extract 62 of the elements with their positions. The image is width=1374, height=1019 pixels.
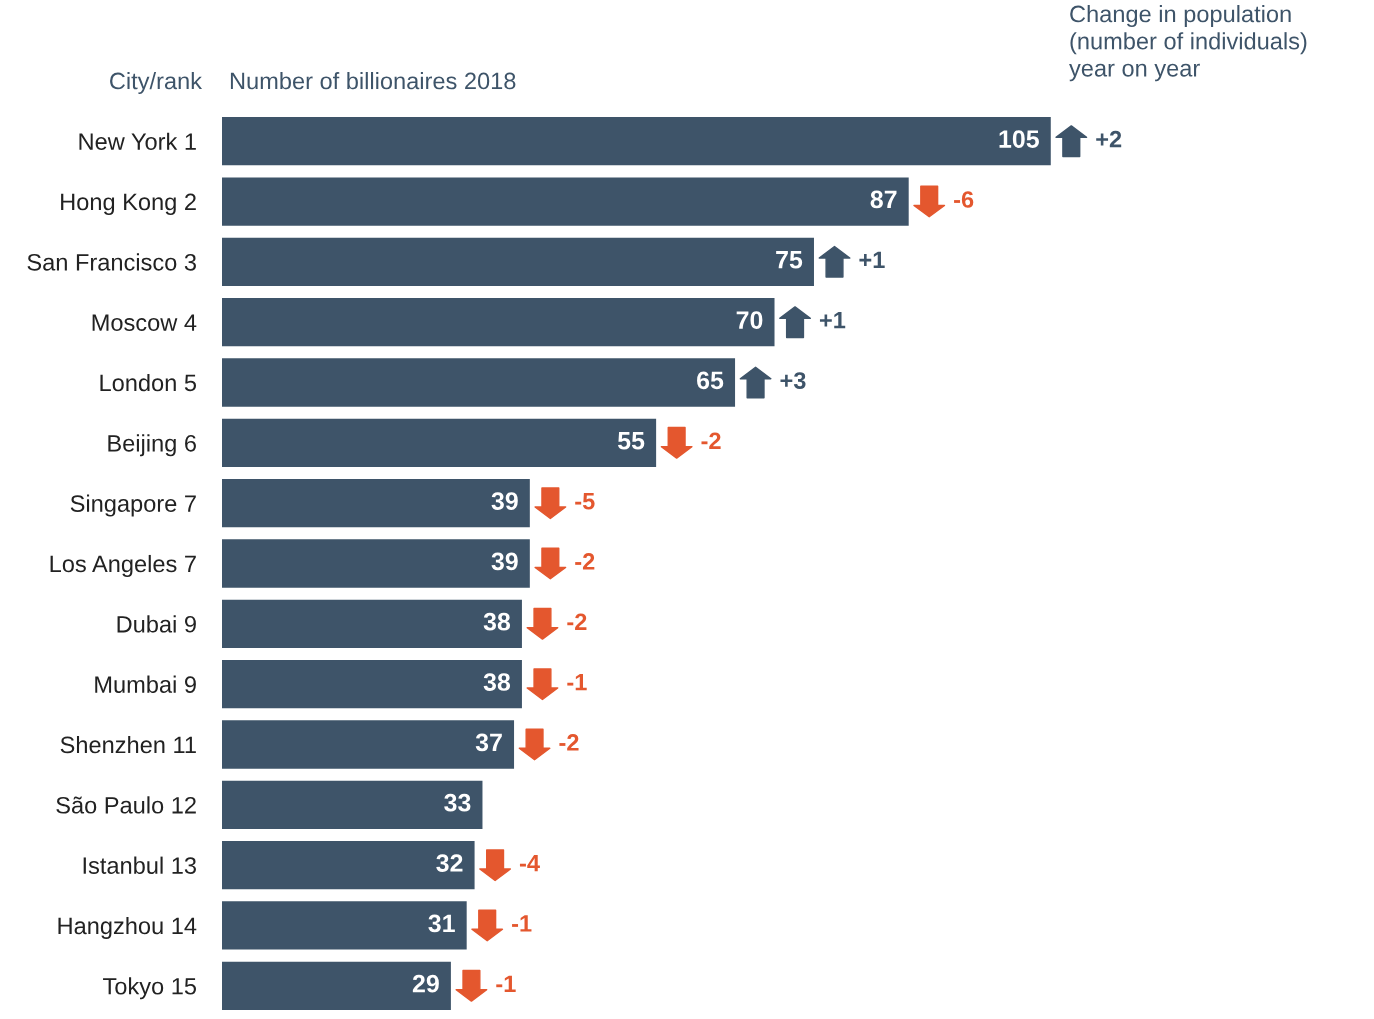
y-tick-label: Beijing 6 bbox=[108, 434, 196, 457]
chart-title: Number of billionaires 2018 bbox=[230, 72, 516, 90]
annotation: +2 bbox=[1096, 130, 1122, 148]
bar bbox=[222, 599, 522, 648]
bar bbox=[222, 298, 775, 347]
annotation: -1 bbox=[567, 674, 587, 691]
text: Change in population (number of individuals) year on year bbox=[1069, 5, 1307, 82]
data-label: 38 bbox=[483, 673, 511, 691]
y-axis-title: City/rank bbox=[110, 72, 203, 95]
data-label: 65 bbox=[697, 371, 724, 390]
data-label: 55 bbox=[617, 432, 645, 450]
data-label: 75 bbox=[776, 251, 803, 269]
annotation: -5 bbox=[575, 493, 595, 510]
y-tick-label: Hong Kong 2 bbox=[61, 193, 196, 215]
data-label: 32 bbox=[436, 854, 463, 872]
bar bbox=[222, 841, 475, 890]
bar bbox=[222, 720, 515, 769]
y-tick-label: New York 1 bbox=[79, 132, 196, 150]
bar bbox=[222, 660, 522, 709]
bar bbox=[222, 358, 736, 407]
y-tick-label: Dubai 9 bbox=[117, 615, 196, 633]
y-tick-label: Shenzhen 11 bbox=[60, 735, 196, 754]
bar bbox=[222, 177, 909, 226]
y-tick-label: Moscow 4 bbox=[92, 314, 197, 331]
annotation: +3 bbox=[780, 372, 806, 389]
annotation: +1 bbox=[859, 251, 885, 268]
y-tick-label: London 5 bbox=[100, 373, 197, 392]
annotation: -6 bbox=[954, 191, 974, 208]
bar bbox=[222, 961, 451, 1010]
bar bbox=[222, 237, 814, 286]
data-label: 87 bbox=[870, 190, 897, 209]
y-tick-label: Tokyo 15 bbox=[103, 977, 197, 1000]
y-tick-label: San Francisco 3 bbox=[27, 253, 196, 271]
data-label: 29 bbox=[412, 974, 439, 993]
y-tick-label: Mumbai 9 bbox=[95, 675, 196, 693]
annotation: +1 bbox=[819, 312, 846, 329]
data-label: 70 bbox=[736, 311, 763, 329]
bar bbox=[222, 901, 467, 950]
annotation: -1 bbox=[496, 975, 516, 992]
annotation: -4 bbox=[519, 855, 540, 872]
annotation: -2 bbox=[575, 553, 595, 570]
y-tick-label: Los Angeles 7 bbox=[50, 554, 196, 577]
data-label: 39 bbox=[491, 552, 518, 571]
data-label: 31 bbox=[428, 914, 455, 933]
annotation: -2 bbox=[701, 432, 721, 449]
annotation: -2 bbox=[559, 734, 579, 751]
annotation: -2 bbox=[567, 613, 587, 630]
bar bbox=[222, 780, 483, 829]
bar bbox=[222, 418, 657, 467]
bar bbox=[222, 117, 1051, 166]
y-tick-label: Singapore 7 bbox=[70, 494, 196, 517]
data-label: 105 bbox=[999, 130, 1039, 148]
bar bbox=[222, 539, 530, 588]
bar bbox=[222, 479, 530, 528]
data-label: 37 bbox=[475, 733, 502, 752]
y-tick-label: Hangzhou 14 bbox=[58, 916, 197, 939]
data-label: 39 bbox=[491, 492, 518, 510]
y-tick-label: Istanbul 13 bbox=[83, 856, 196, 874]
y-tick-label: São Paulo 12 bbox=[56, 796, 196, 814]
data-label: 33 bbox=[444, 793, 471, 812]
data-label: 38 bbox=[483, 612, 511, 631]
annotation: -1 bbox=[512, 915, 532, 932]
